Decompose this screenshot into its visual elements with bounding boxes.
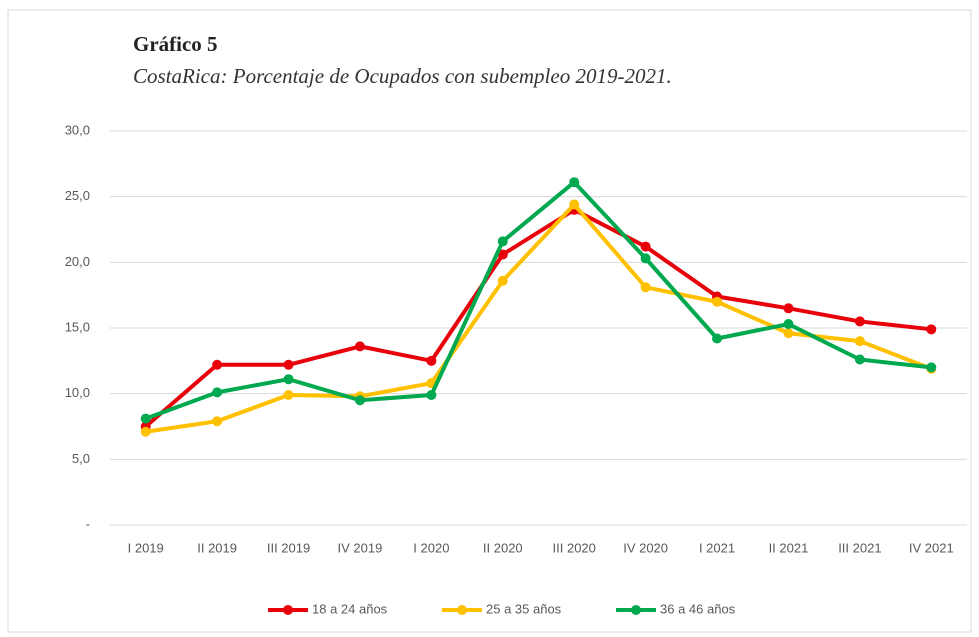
point xyxy=(140,426,151,437)
series-line xyxy=(145,180,932,421)
x-tick-label: IV 2020 xyxy=(623,540,668,555)
y-tick-label: - xyxy=(86,516,90,531)
legend-label: 18 a 24 años xyxy=(312,601,388,616)
x-tick-label: III 2021 xyxy=(838,540,881,555)
point xyxy=(283,359,294,370)
point xyxy=(640,282,651,293)
x-tick-label: I 2019 xyxy=(128,540,164,555)
x-tick-label: II 2021 xyxy=(769,540,809,555)
point xyxy=(712,333,723,344)
point xyxy=(354,395,365,406)
point xyxy=(497,275,508,286)
chart-border xyxy=(7,9,972,633)
x-tick-label: IV 2021 xyxy=(909,540,954,555)
point xyxy=(783,328,794,339)
series-line xyxy=(145,202,933,434)
point xyxy=(783,319,794,330)
point xyxy=(140,413,151,424)
legend-label: 25 a 35 años xyxy=(486,601,562,616)
chart-title: Gráfico 5 xyxy=(133,32,218,56)
point xyxy=(854,316,865,327)
point xyxy=(640,241,651,252)
x-tick-label: II 2020 xyxy=(483,540,523,555)
y-tick-label: 20,0 xyxy=(65,254,90,269)
y-tick-label: 5,0 xyxy=(72,451,90,466)
point xyxy=(926,324,937,335)
point xyxy=(569,177,580,188)
x-tick-label: I 2021 xyxy=(699,540,735,555)
x-tick-label: III 2019 xyxy=(267,540,310,555)
point xyxy=(854,354,865,365)
point xyxy=(783,303,794,314)
point xyxy=(569,199,580,210)
legend-marker xyxy=(631,605,641,615)
legend-label: 36 a 46 años xyxy=(660,601,736,616)
point xyxy=(283,374,294,385)
series-line xyxy=(144,207,932,429)
point xyxy=(854,336,865,347)
point xyxy=(283,389,294,400)
y-tick-label: 10,0 xyxy=(65,385,90,400)
legend-marker xyxy=(457,605,467,615)
point xyxy=(212,359,223,370)
point xyxy=(926,362,937,373)
point xyxy=(712,296,723,307)
legend-marker xyxy=(283,605,293,615)
y-tick-label: 15,0 xyxy=(65,319,90,334)
point xyxy=(426,355,437,366)
point xyxy=(212,416,223,427)
y-tick-label: 25,0 xyxy=(65,188,90,203)
x-tick-label: I 2020 xyxy=(413,540,449,555)
point xyxy=(354,341,365,352)
x-tick-label: IV 2019 xyxy=(338,540,383,555)
point xyxy=(497,236,508,247)
point xyxy=(212,387,223,398)
chart-subtitle: CostaRica: Porcentaje de Ocupados con su… xyxy=(133,64,672,88)
point xyxy=(426,389,437,400)
y-tick-label: 30,0 xyxy=(65,122,90,137)
point xyxy=(640,253,651,264)
point xyxy=(497,249,508,260)
x-tick-label: II 2019 xyxy=(197,540,237,555)
x-tick-label: III 2020 xyxy=(553,540,596,555)
